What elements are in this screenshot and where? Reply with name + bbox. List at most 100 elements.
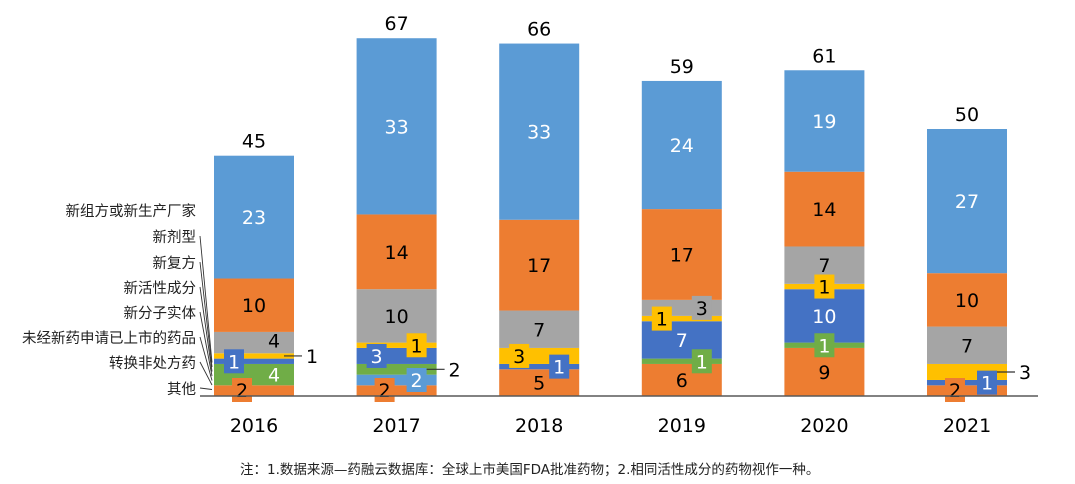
legend-leader-line <box>199 336 213 381</box>
x-tick-label: 2016 <box>230 415 278 437</box>
data-label: 14 <box>385 242 409 264</box>
x-tick-label: 2017 <box>372 415 420 437</box>
x-tick-label: 2018 <box>515 415 563 437</box>
data-label: 2 <box>449 359 461 381</box>
data-label: 9 <box>818 362 830 384</box>
bar-segment <box>214 353 294 359</box>
data-label: 1 <box>411 335 423 357</box>
data-label: 1 <box>553 357 565 379</box>
data-label: 10 <box>385 306 409 328</box>
legend-leader-line <box>199 311 213 377</box>
data-label-box <box>814 333 835 358</box>
data-label-box <box>977 370 997 395</box>
total-label: 45 <box>242 131 266 153</box>
total-label: 50 <box>955 104 979 126</box>
data-label: 10 <box>812 306 836 328</box>
data-label: 27 <box>955 191 979 213</box>
data-label: 6 <box>676 370 688 392</box>
legend-leader-line <box>199 387 213 390</box>
data-label: 7 <box>533 319 545 341</box>
bar-segment <box>214 278 294 332</box>
data-label: 33 <box>527 122 551 144</box>
data-label: 10 <box>242 295 266 317</box>
data-label: 3 <box>696 298 708 320</box>
data-label-box <box>691 349 712 374</box>
bar-segment <box>499 43 580 220</box>
data-label: 4 <box>268 365 280 387</box>
bar-segment <box>927 129 1007 274</box>
legend-label: 新剂型 <box>153 229 197 246</box>
legend-leader-line <box>199 361 213 386</box>
legend-label: 其他 <box>167 381 196 398</box>
data-label: 33 <box>385 116 409 138</box>
data-label: 17 <box>527 255 551 277</box>
data-label: 7 <box>961 335 973 357</box>
bar-segment <box>214 155 294 279</box>
data-label: 23 <box>242 207 266 229</box>
bar-segment <box>499 363 580 370</box>
data-label: 1 <box>228 351 240 373</box>
bar-segment <box>927 273 1007 327</box>
bar-segment <box>356 38 437 215</box>
data-label-box <box>406 367 427 392</box>
bar-segment <box>214 385 294 396</box>
bar-segment <box>499 310 580 348</box>
x-tick-label: 2020 <box>800 415 848 437</box>
total-label: 59 <box>670 56 694 78</box>
x-tick-label: 2021 <box>943 415 991 437</box>
bar-segment <box>784 171 865 247</box>
bar-segment <box>927 379 1007 386</box>
bar-segment <box>641 209 722 300</box>
legend-label: 新分子实体 <box>124 305 197 322</box>
bar-segment <box>641 315 722 322</box>
data-label: 2 <box>411 370 423 392</box>
data-label: 3 <box>371 346 383 368</box>
bar-segment <box>641 358 722 364</box>
bar-segment <box>784 70 865 172</box>
legend-leader-line <box>199 235 213 363</box>
legend-label: 转换非处方药 <box>109 355 196 372</box>
bar-segment <box>499 219 580 311</box>
x-tick-label: 2019 <box>658 415 706 437</box>
data-label: 2 <box>236 380 248 402</box>
data-label-box <box>366 343 387 368</box>
data-label: 1 <box>818 335 830 357</box>
data-label: 1 <box>306 346 318 368</box>
data-label-box <box>549 354 570 379</box>
bar-segment <box>927 385 1007 396</box>
data-label: 7 <box>818 255 830 277</box>
data-label: 17 <box>670 244 694 266</box>
data-label: 1 <box>981 373 993 395</box>
data-label-box <box>224 349 244 374</box>
data-label: 1 <box>656 309 668 331</box>
footnote: 注：1.数据来源—药融云数据库：全球上市美国FDA批准药物；2.相同活性成分的药… <box>240 462 820 478</box>
bar-segment <box>214 358 294 364</box>
total-label: 61 <box>812 45 836 67</box>
data-label: 1 <box>696 351 708 373</box>
data-label: 4 <box>268 331 280 353</box>
bar-segment <box>356 363 437 375</box>
legend-label: 未经新药申请已上市的药品 <box>22 330 196 347</box>
legend-label: 新复方 <box>153 254 197 272</box>
data-label: 3 <box>1019 362 1031 384</box>
data-label: 24 <box>670 135 694 157</box>
bar-segment <box>927 326 1007 364</box>
legend-leader-line <box>199 286 213 372</box>
bar-segment <box>356 374 437 386</box>
data-label-box <box>509 343 530 368</box>
legend-label: 新活性成分 <box>124 280 197 297</box>
data-label: 10 <box>955 290 979 312</box>
data-label: 1 <box>818 277 830 299</box>
data-label: 5 <box>533 373 545 395</box>
data-label: 2 <box>379 380 391 402</box>
bar-segment <box>356 385 437 396</box>
data-label-box <box>691 295 712 320</box>
data-label: 7 <box>676 330 688 352</box>
data-label: 3 <box>513 346 525 368</box>
bar-segment <box>214 331 294 354</box>
legend-label: 新组方或新生产厂家 <box>66 203 197 220</box>
bar-segment <box>641 80 722 210</box>
data-label: 19 <box>812 111 836 133</box>
data-label: 14 <box>812 199 836 221</box>
legend-leader-line <box>199 261 213 368</box>
